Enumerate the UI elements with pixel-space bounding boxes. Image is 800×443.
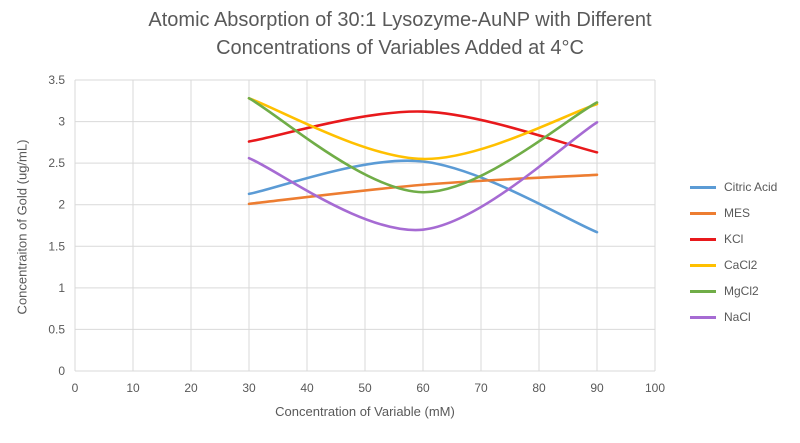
- x-tick-label: 30: [242, 381, 256, 395]
- x-tick-label: 40: [300, 381, 314, 395]
- y-tick-label: 0: [58, 364, 65, 378]
- legend-item-kcl: KCl: [690, 226, 800, 252]
- legend-item-cacl2: CaCl2: [690, 252, 800, 278]
- legend-swatch: [690, 185, 716, 189]
- y-tick-label: 2: [58, 198, 65, 212]
- series-line-nacl: [247, 121, 599, 232]
- y-tick-label: 2.5: [48, 156, 65, 170]
- legend-item-nacl: NaCl: [690, 304, 800, 330]
- legend-label: CaCl2: [724, 258, 758, 272]
- x-tick-label: 50: [358, 381, 372, 395]
- legend-label: NaCl: [724, 310, 751, 324]
- chart-title-line-1: Atomic Absorption of 30:1 Lysozyme-AuNP …: [148, 9, 652, 31]
- legend-item-mes: MES: [690, 200, 800, 226]
- legend-item-citric-acid: Citric Acid: [690, 174, 800, 200]
- legend-label: KCl: [724, 232, 744, 246]
- chart-title-line-2: Concentrations of Variables Added at 4°C: [216, 37, 584, 59]
- y-tick-label: 0.5: [48, 322, 65, 336]
- y-axis-ticks: 0 0.5 1 1.5 2 2.5 3 3.5: [48, 73, 65, 378]
- chart-title: Atomic Absorption of 30:1 Lysozyme-AuNP …: [0, 6, 800, 62]
- gridlines: [74, 79, 656, 372]
- legend-swatch: [690, 237, 716, 241]
- x-tick-label: 20: [184, 381, 198, 395]
- x-tick-label: 0: [72, 381, 79, 395]
- series-line-citric-acid: [247, 159, 599, 234]
- legend-swatch: [690, 315, 716, 319]
- y-tick-label: 1.5: [48, 239, 65, 253]
- x-tick-label: 10: [126, 381, 140, 395]
- legend-swatch: [690, 263, 716, 267]
- series-line-mgcl2: [247, 96, 599, 194]
- series-line-kcl: [247, 110, 599, 154]
- legend: Citric Acid MES KCl CaCl2 MgCl2 NaCl: [690, 174, 800, 330]
- legend-swatch: [690, 211, 716, 215]
- x-axis-label: Concentration of Variable (mM): [275, 404, 455, 419]
- series-lines: [247, 96, 599, 234]
- y-tick-label: 3.5: [48, 73, 65, 87]
- series-line-mes: [247, 173, 599, 206]
- legend-label: Citric Acid: [724, 180, 778, 194]
- x-tick-label: 100: [645, 381, 665, 395]
- legend-swatch: [690, 289, 716, 293]
- x-axis-ticks: 0 10 20 30 40 50 60 70 80 90 100: [72, 381, 666, 395]
- y-tick-label: 3: [58, 115, 65, 129]
- legend-item-mgcl2: MgCl2: [690, 278, 800, 304]
- series-line-cacl2: [247, 96, 599, 161]
- x-tick-label: 70: [474, 381, 488, 395]
- y-tick-label: 1: [58, 281, 65, 295]
- legend-label: MES: [724, 206, 751, 220]
- x-tick-label: 90: [590, 381, 604, 395]
- x-tick-label: 60: [416, 381, 430, 395]
- x-tick-label: 80: [532, 381, 546, 395]
- legend-label: MgCl2: [724, 284, 759, 298]
- y-axis-label: Concentraiton of Gold (ug/mL): [14, 139, 30, 315]
